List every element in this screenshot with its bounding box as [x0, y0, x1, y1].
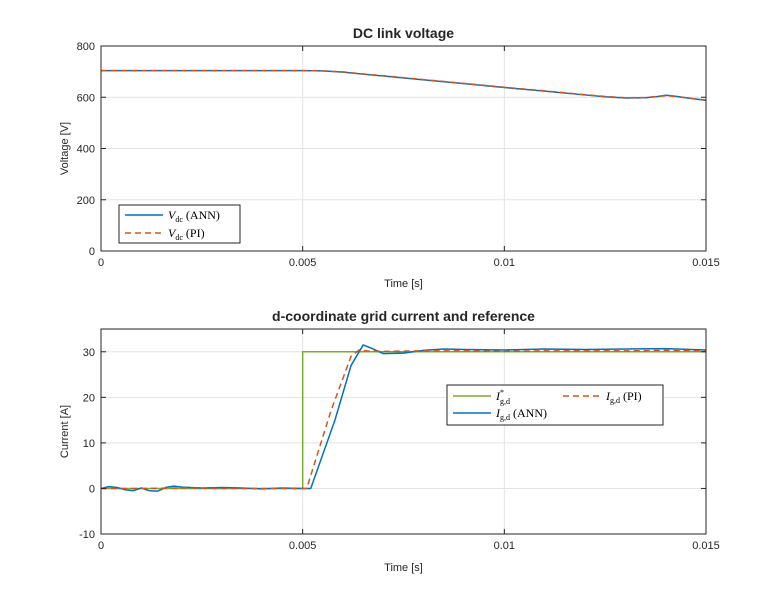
y-tick-label: -10	[79, 529, 95, 541]
voltage-chart: 0 0.005 0.01 0.015 0 200 400 600 800 DC link vol…	[59, 25, 720, 290]
legend-label: I* g,d	[495, 388, 510, 406]
y-tick-label: 30	[83, 347, 95, 359]
y-tick-label: 0	[89, 483, 95, 495]
x-tick-label: 0.005	[289, 257, 317, 269]
legend-label: Vdc (PI)	[168, 226, 205, 242]
current-chart-title: d-coordinate grid current and reference	[272, 308, 535, 324]
x-tick-label: 0	[98, 540, 104, 552]
x-tick-label: 0.015	[692, 257, 720, 269]
x-tick-label: 0.005	[289, 540, 317, 552]
x-tick-label: 0.01	[494, 540, 515, 552]
x-tick-label: 0.01	[494, 257, 515, 269]
series-line-v-dc-pi	[101, 69, 707, 101]
y-tick-label: 20	[83, 392, 95, 404]
y-tick-label: 800	[77, 41, 95, 53]
series-line-i-g-d-pi	[101, 349, 707, 490]
voltage-legend: Vdc (ANN) Vdc (PI)	[118, 204, 241, 244]
legend-label: Ig,d (PI)	[605, 389, 642, 405]
y-tick-label: 400	[77, 144, 95, 156]
voltage-x-axis-label: Time [s]	[384, 278, 423, 290]
current-plot-area	[100, 328, 707, 535]
current-x-axis-label: Time [s]	[384, 562, 423, 574]
current-y-axis-label: Current [A]	[59, 405, 71, 458]
y-tick-label: 600	[77, 92, 95, 104]
voltage-ticks: 0 0.005 0.01 0.015 0 200 400 600 800	[77, 41, 720, 269]
current-legend: I* g,dIg,d (ANN) Ig,d (PI)	[446, 384, 664, 426]
legend-label: Ig,d (ANN)	[495, 406, 547, 422]
legend-label: Vdc (ANN)	[168, 208, 220, 224]
y-tick-label: 200	[77, 195, 95, 207]
current-series	[100, 344, 707, 492]
x-tick-label: 0	[98, 257, 104, 269]
x-tick-label: 0.015	[692, 540, 720, 552]
y-tick-label: 10	[83, 438, 95, 450]
y-tick-label: 0	[89, 246, 95, 258]
voltage-y-axis-label: Voltage [V]	[59, 122, 71, 175]
voltage-chart-title: DC link voltage	[353, 25, 454, 41]
voltage-series	[101, 69, 707, 102]
